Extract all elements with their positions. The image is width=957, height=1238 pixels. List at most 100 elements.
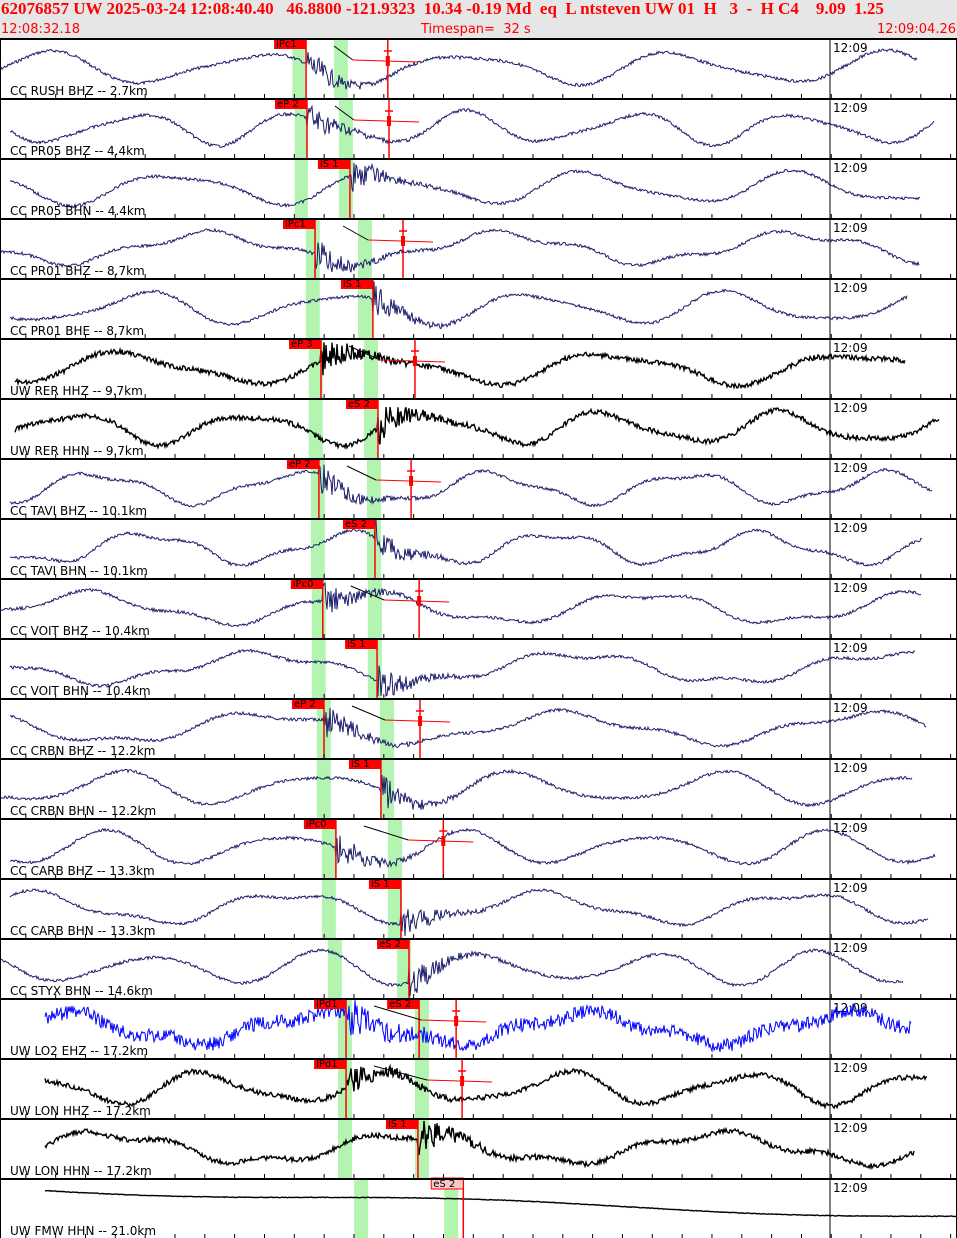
channel-panel[interactable]: 12:09 iPc0 CC CARB BHZ -- 13.3km xyxy=(0,818,957,878)
pick-label: eP 2 xyxy=(294,699,316,710)
channel-panel[interactable]: 12:09 eP 2 CC CRBN BHZ -- 12.2km xyxy=(0,698,957,758)
coda-box xyxy=(412,356,417,366)
channel-panel[interactable]: 12:09 eP 2 CC TAVI BHZ -- 10.1km xyxy=(0,458,957,518)
pick-label: iS 1 xyxy=(371,879,390,890)
channel-panel[interactable]: 12:09 iS 1 CC PR01 BHE -- 8.7km xyxy=(0,278,957,338)
waveform-trace xyxy=(44,999,912,1053)
minute-label: 12:09 xyxy=(833,521,868,535)
waveform-trace xyxy=(9,162,921,209)
channel-panel[interactable]: 12:09 iPc1 CC RUSH BHZ -- 2.7km xyxy=(0,38,957,98)
pick-flag xyxy=(303,818,336,829)
phase-window xyxy=(380,698,395,758)
phase-window xyxy=(310,518,325,578)
waveform-trace xyxy=(9,648,916,697)
seismogram-panels[interactable]: 12:09 iPc1 CC RUSH BHZ -- 2.7km 12:09 eP 2 CC… xyxy=(0,38,957,1238)
pick-flag xyxy=(345,398,378,409)
waveform-trace xyxy=(9,888,929,937)
channel-label: CC VOIT BHZ -- 10.4km xyxy=(10,624,150,638)
coda-fit-line xyxy=(333,45,354,61)
pick-flag xyxy=(376,938,409,949)
pick-label: iPd1 xyxy=(316,1059,338,1070)
pick-label: eP 3 xyxy=(291,339,313,350)
minute-label: 12:09 xyxy=(833,701,868,715)
channel-label: UW RER HHZ -- 9.7km xyxy=(10,384,143,398)
channel-panel[interactable]: 12:09 iS 1 CC PR05 BHN -- 4.4km xyxy=(0,158,957,218)
minute-label: 12:09 xyxy=(833,281,868,295)
minute-label: 12:09 xyxy=(833,1061,868,1075)
phase-window xyxy=(321,818,336,878)
pick-flag xyxy=(348,758,381,769)
pick-label: iS 1 xyxy=(347,639,366,650)
channel-label: CC PR01 BHE -- 8.7km xyxy=(10,324,144,338)
pick-flag xyxy=(314,1058,347,1069)
minute-label: 12:09 xyxy=(833,461,868,475)
minute-label: 12:09 xyxy=(833,161,868,175)
minute-label: 12:09 xyxy=(833,581,868,595)
pick-label: iPc0 xyxy=(293,579,314,590)
pick-flag xyxy=(290,578,323,589)
channel-panel[interactable]: 12:09 eS 2 CC STYX BHN -- 14.6km xyxy=(0,938,957,998)
phase-window xyxy=(357,218,373,278)
pick-flag xyxy=(291,698,324,709)
waveform-trace xyxy=(14,406,940,450)
pick-label: iPc1 xyxy=(276,39,297,50)
phase-window xyxy=(308,338,323,398)
end-time: 12:09:04.26 xyxy=(876,22,956,37)
phase-window xyxy=(337,1118,353,1178)
coda-level-line xyxy=(384,599,450,603)
coda-box xyxy=(441,836,446,846)
minute-label: 12:09 xyxy=(833,761,868,775)
minute-label: 12:09 xyxy=(833,341,868,355)
pick-label: eS 2 xyxy=(433,1179,455,1190)
minute-label: 12:09 xyxy=(833,1121,868,1135)
phase-window xyxy=(366,458,381,518)
phase-window xyxy=(305,218,320,278)
pick-flag xyxy=(274,38,307,49)
channel-panel[interactable]: 12:09 iPd1 UW LON HHZ -- 17.2km xyxy=(0,1058,957,1118)
phase-window xyxy=(338,98,353,158)
channel-label: CC CRBN BHN -- 12.2km xyxy=(10,804,156,818)
pick-flag xyxy=(340,278,373,289)
waveform-trace xyxy=(14,342,906,390)
minute-label: 12:09 xyxy=(833,401,868,415)
coda-level-line xyxy=(379,359,445,363)
channel-panel[interactable]: 12:09 eS 2 CC TAVI BHN -- 10.1km xyxy=(0,518,957,578)
channel-label: CC PR05 BHN -- 4.4km xyxy=(10,204,145,218)
coda-box xyxy=(385,56,390,66)
channel-panel[interactable]: 12:09 iPc1 CC PR01 BHZ -- 8.7km xyxy=(0,218,957,278)
phase-window xyxy=(387,818,403,878)
phase-window xyxy=(294,98,308,158)
waveform-trace xyxy=(9,519,923,567)
coda-fit-line xyxy=(342,225,369,241)
channel-panel[interactable]: 12:09 eS 2 UW RER HHN -- 9.7km xyxy=(0,398,957,458)
phase-window xyxy=(321,878,336,938)
channel-panel[interactable]: 12:09 iS 1 CC CRBN BHN -- 12.2km xyxy=(0,758,957,818)
waveform-trace xyxy=(0,227,920,273)
channel-label: CC TAVI BHN -- 10.1km xyxy=(10,564,148,578)
channel-panel[interactable]: 12:09 iS 1 UW LON HHN -- 17.2km xyxy=(0,1118,957,1178)
pick-label: iS 1 xyxy=(343,279,362,290)
minute-label: 12:09 xyxy=(833,1181,868,1195)
waveform-trace xyxy=(10,707,927,749)
pick-flag xyxy=(342,518,375,529)
channel-panel[interactable]: 12:09 eP 2 CC PR05 BHZ -- 4.4km xyxy=(0,98,957,158)
channel-panel[interactable]: 12:09 iS 1 CC CARB BHN -- 13.3km xyxy=(0,878,957,938)
waveform-trace xyxy=(0,768,913,810)
channel-panel[interactable]: 12:09 eS 2 UW FMW HHN -- 21.0km xyxy=(0,1177,957,1238)
timespan: Timespan= 32 s xyxy=(421,22,531,37)
minute-label: 12:09 xyxy=(833,41,868,55)
waveform-trace xyxy=(9,827,936,868)
pick-flag xyxy=(286,458,319,469)
channel-panel[interactable]: 12:09 iPc0 CC VOIT BHZ -- 10.4km xyxy=(0,578,957,638)
pick-label: eP 2 xyxy=(277,99,299,110)
pick-flag xyxy=(317,158,350,169)
channel-panel[interactable]: 12:09 iS 1 CC VOIT BHN -- 10.4km xyxy=(0,638,957,698)
pick-label: iPc1 xyxy=(285,219,306,230)
channel-panel[interactable]: 12:09 eP 3 UW RER HHZ -- 9.7km xyxy=(0,338,957,398)
coda-box xyxy=(409,476,414,486)
coda-box xyxy=(454,1016,459,1026)
pick-label: eP 2 xyxy=(289,459,311,470)
pick-label: iS 1 xyxy=(320,159,339,170)
channel-label: UW LON HHZ -- 17.2km xyxy=(10,1104,151,1118)
